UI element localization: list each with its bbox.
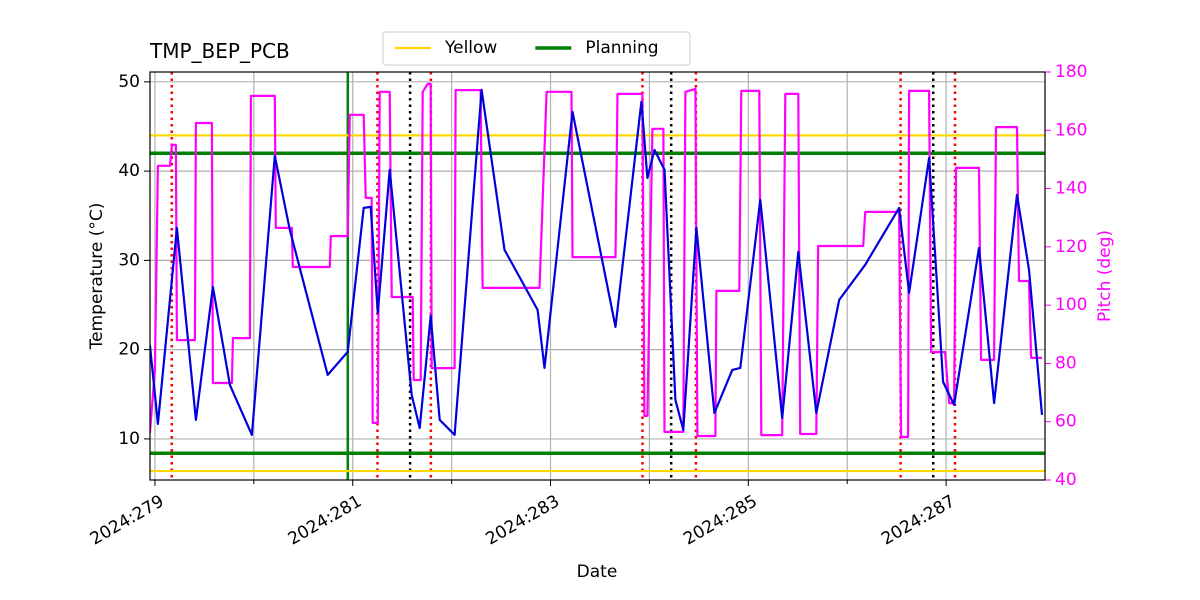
y-tick-label: 30 [118, 250, 140, 270]
y-axis-label: Temperature (°C) [87, 203, 107, 351]
y2-tick-label: 120 [1055, 237, 1087, 257]
legend-label: Planning [585, 38, 658, 58]
x-tick-label: 2024:285 [680, 491, 761, 549]
x-axis-label: Date [577, 562, 618, 582]
x-tick-label: 2024:279 [87, 491, 168, 549]
grid [150, 72, 1045, 480]
y2-tick-label: 80 [1055, 353, 1077, 373]
y-tick-label: 40 [118, 161, 140, 181]
y-tick-label: 20 [118, 340, 140, 360]
series-line [150, 82, 1042, 438]
y-tick-label: 10 [118, 429, 140, 449]
y2-tick-label: 40 [1055, 470, 1077, 490]
x-tick-label: 2024:283 [482, 491, 563, 549]
plot-frame [149, 71, 1046, 481]
y2-tick-label: 100 [1055, 295, 1087, 315]
chart-title: TMP_BEP_PCB [149, 39, 290, 63]
legend-label: Yellow [444, 38, 497, 58]
x-tick-label: 2024:281 [285, 491, 366, 549]
y2-tick-label: 140 [1055, 179, 1087, 199]
y2-tick-label: 60 [1055, 412, 1077, 432]
y2-axis-label: Pitch (deg) [1095, 230, 1115, 322]
series-line [150, 88, 1044, 436]
x-tick-label: 2024:287 [878, 491, 959, 549]
y2-tick-label: 180 [1055, 62, 1087, 82]
y-tick-label: 50 [118, 72, 140, 92]
y2-tick-label: 160 [1055, 120, 1087, 140]
plot-area [150, 72, 1045, 480]
